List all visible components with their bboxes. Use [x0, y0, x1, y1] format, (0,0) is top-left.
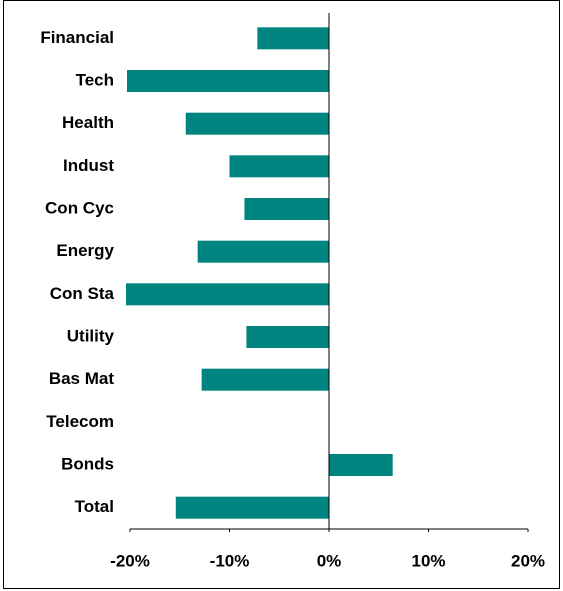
y-tick-label: Bas Mat	[49, 369, 115, 388]
x-tick-label: -10%	[210, 551, 250, 570]
y-tick-label: Bonds	[61, 454, 114, 473]
y-tick-label: Energy	[56, 241, 114, 260]
bar	[175, 496, 329, 519]
x-tick-label: 20%	[511, 551, 545, 570]
bar	[201, 368, 329, 391]
y-tick-label: Con Cyc	[45, 198, 114, 217]
y-tick-label: Con Sta	[50, 284, 115, 303]
bar	[229, 155, 329, 178]
y-tick-label: Telecom	[46, 412, 114, 431]
y-tick-label: Utility	[67, 326, 115, 345]
bar	[127, 70, 329, 92]
y-tick-label: Tech	[76, 70, 114, 89]
y-tick-label: Total	[75, 497, 114, 516]
bar	[185, 112, 329, 135]
bar	[126, 283, 330, 306]
bar	[246, 326, 329, 348]
x-tick-label: 10%	[411, 551, 445, 570]
x-tick-label: 0%	[317, 551, 342, 570]
bar	[244, 198, 329, 220]
bar	[197, 240, 329, 263]
x-tick-label: -20%	[110, 551, 150, 570]
y-tick-label: Health	[62, 113, 114, 132]
y-tick-label: Indust	[63, 156, 114, 175]
bar	[257, 27, 329, 50]
bar	[329, 454, 393, 476]
chart-frame	[3, 0, 560, 589]
y-tick-label: Financial	[40, 28, 114, 47]
